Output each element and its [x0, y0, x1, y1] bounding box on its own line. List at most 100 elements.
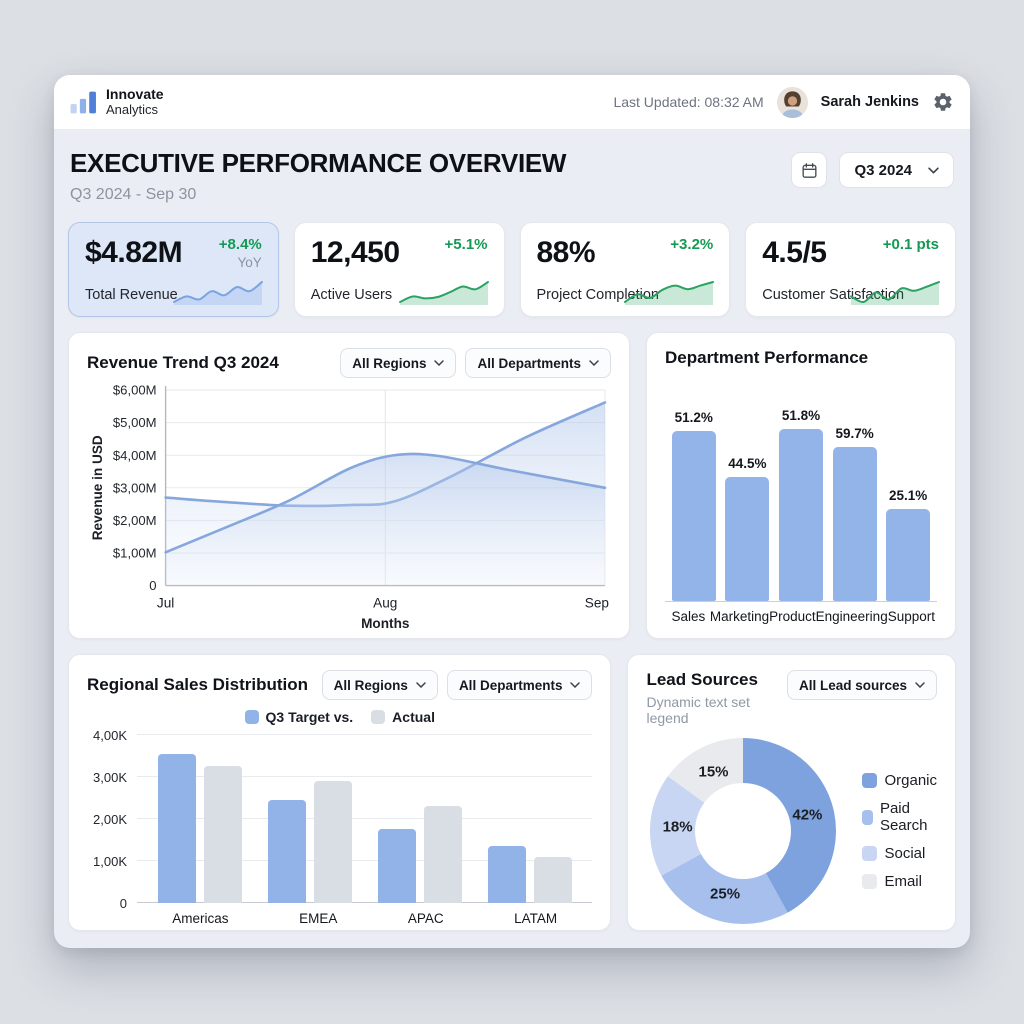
- panel-subtitle: Dynamic text set legend: [646, 694, 750, 726]
- kpi-card-total-revenue[interactable]: $4.82M +8.4% YoY Total Revenue: [68, 222, 279, 317]
- regional-y-axis-ticks: 4,00K 3,00K 2,00K 1,00K 0: [87, 728, 137, 911]
- top-bar-right: Last Updated: 08:32 AM Sarah Jenkins: [613, 86, 954, 118]
- period-selector[interactable]: Q3 2024: [839, 152, 954, 188]
- dept-bar-column: 51.8%: [774, 408, 828, 601]
- chevron-down-icon: [928, 166, 939, 174]
- dept-category-label: Product: [769, 609, 816, 624]
- dept-bar-value-label: 59.7%: [835, 426, 874, 441]
- dept-bar[interactable]: [832, 447, 877, 601]
- lead-sources-legend: Organic Paid Search Social Email: [862, 772, 937, 890]
- panel-filters: All Regions All Departments: [321, 670, 593, 700]
- regional-category-label: APAC: [407, 911, 444, 926]
- panel-head: Lead Sources Dynamic text set legend All…: [646, 670, 937, 726]
- svg-text:$6,00M: $6,00M: [113, 383, 157, 398]
- kpi-value: 88%: [536, 236, 596, 269]
- lead-sources-filter[interactable]: All Lead sources: [786, 670, 937, 700]
- dept-bar[interactable]: [671, 431, 716, 601]
- brand-line2: Analytics: [106, 101, 159, 117]
- page-subtitle: Q3 2024 - Sep 30: [70, 186, 197, 203]
- gridline: [137, 860, 593, 861]
- charts-row-2: Regional Sales Distribution All Regions …: [68, 654, 956, 931]
- bars-layer: [137, 735, 592, 903]
- calendar-button[interactable]: [791, 152, 828, 188]
- department-category-labels: Sales Marketing Product Engineering Support: [665, 609, 937, 624]
- bar-group: [267, 781, 352, 903]
- regional-category-label: LATAM: [514, 911, 558, 926]
- svg-text:Sep: Sep: [585, 596, 609, 611]
- panel-head: Revenue Trend Q3 2024 All Regions All De…: [87, 348, 611, 378]
- regional-plot-area: [137, 734, 593, 903]
- regional-bar[interactable]: [487, 846, 526, 903]
- title-controls: Q3 2024: [791, 152, 954, 188]
- dashboard-window: Innovate Analytics Last Updated: 08:32 A…: [54, 75, 970, 948]
- bar-group: [487, 846, 572, 903]
- brand-line1: Innovate: [106, 86, 164, 103]
- kpi-delta: +0.1 pts: [882, 236, 939, 253]
- chevron-down-icon: [915, 682, 925, 688]
- gridline: [137, 902, 593, 903]
- svg-text:Months: Months: [361, 616, 409, 631]
- bar-chart-logo-icon: [70, 91, 96, 113]
- kpi-label: Total Revenue: [85, 287, 178, 303]
- dept-bar[interactable]: [725, 477, 770, 601]
- kpi-delta: +5.1%: [444, 236, 488, 253]
- gridline: [137, 776, 593, 777]
- regional-bar[interactable]: [423, 806, 462, 903]
- panel-title: Revenue Trend Q3 2024: [87, 353, 279, 372]
- y-axis-tick: 3,00K: [93, 770, 127, 785]
- donut-chart: 42% 25% 18% 15%: [650, 738, 837, 924]
- legend-label: Actual: [392, 709, 435, 725]
- regional-bar[interactable]: [203, 766, 242, 903]
- kpi-card-customer-satisfaction[interactable]: 4.5/5 +0.1 pts Customer Satisfaction: [745, 222, 956, 317]
- regional-category-labels: Americas EMEA APAC LATAM: [137, 911, 592, 926]
- regions-filter[interactable]: All Regions: [340, 348, 457, 378]
- legend-label: Q3 Target vs.: [265, 709, 354, 725]
- svg-text:Jul: Jul: [157, 596, 174, 611]
- panel-title: Department Performance: [665, 348, 869, 367]
- regions-filter[interactable]: All Regions: [321, 670, 438, 700]
- departments-filter[interactable]: All Departments: [465, 348, 611, 378]
- regional-grouped-bar-chart: 4,00K 3,00K 2,00K 1,00K 0: [87, 728, 593, 911]
- top-bar: Innovate Analytics Last Updated: 08:32 A…: [54, 75, 970, 130]
- dept-bar-value-label: 51.8%: [781, 408, 821, 423]
- settings-gear-icon[interactable]: [932, 91, 954, 113]
- lead-sources-panel: Lead Sources Dynamic text set legend All…: [627, 654, 956, 931]
- kpi-value: $4.82M: [85, 236, 183, 269]
- kpi-card-project-completion[interactable]: 88% +3.2% Project Completion: [519, 222, 731, 317]
- kpi-delta-suffix: YoY: [237, 255, 262, 270]
- legend-swatch: [862, 773, 878, 788]
- regional-bar[interactable]: [313, 781, 352, 903]
- departments-filter[interactable]: All Departments: [446, 670, 593, 700]
- donut-slice-label: 18%: [662, 818, 693, 836]
- avatar-image: [776, 86, 808, 118]
- kpi-row: $4.82M +8.4% YoY Total Revenue 12,450 +5.…: [68, 222, 956, 317]
- kpi-delta: +3.2%: [670, 236, 714, 253]
- svg-text:$2,00M: $2,00M: [113, 513, 157, 528]
- regional-bar[interactable]: [533, 857, 572, 903]
- dept-bar[interactable]: [778, 429, 823, 601]
- dept-category-label: Support: [887, 609, 935, 624]
- title-row: EXECUTIVE PERFORMANCE OVERVIEW Q3 2024 -…: [70, 148, 954, 204]
- bar-group: [157, 754, 242, 903]
- regional-bar[interactable]: [157, 754, 196, 903]
- y-axis-tick: 2,00K: [93, 812, 127, 827]
- dept-bar-column: 44.5%: [721, 456, 775, 601]
- gridline: [137, 818, 593, 819]
- kpi-value: 4.5/5: [762, 236, 827, 269]
- regional-category-label: EMEA: [299, 911, 338, 926]
- brand-logo: Innovate Analytics: [70, 86, 164, 117]
- charts-row-1: Revenue Trend Q3 2024 All Regions All De…: [68, 332, 956, 639]
- svg-text:$1,00M: $1,00M: [113, 546, 157, 561]
- kpi-card-active-users[interactable]: 12,450 +5.1% Active Users: [293, 222, 505, 317]
- legend-item: Q3 Target vs.: [244, 709, 354, 725]
- department-bar-chart: 51.2% 44.5% 51.8% 59.7% 25.1%: [665, 380, 937, 602]
- dept-bar-value-label: 51.2%: [674, 410, 713, 425]
- dept-category-label: Engineering: [815, 609, 888, 624]
- regional-bar[interactable]: [377, 829, 416, 903]
- legend-item: Social: [862, 845, 937, 862]
- regional-bar[interactable]: [267, 800, 306, 903]
- period-selector-value: Q3 2024: [854, 161, 912, 179]
- dept-bar[interactable]: [886, 509, 931, 601]
- avatar[interactable]: [776, 86, 808, 118]
- y-axis-tick: 0: [119, 896, 127, 911]
